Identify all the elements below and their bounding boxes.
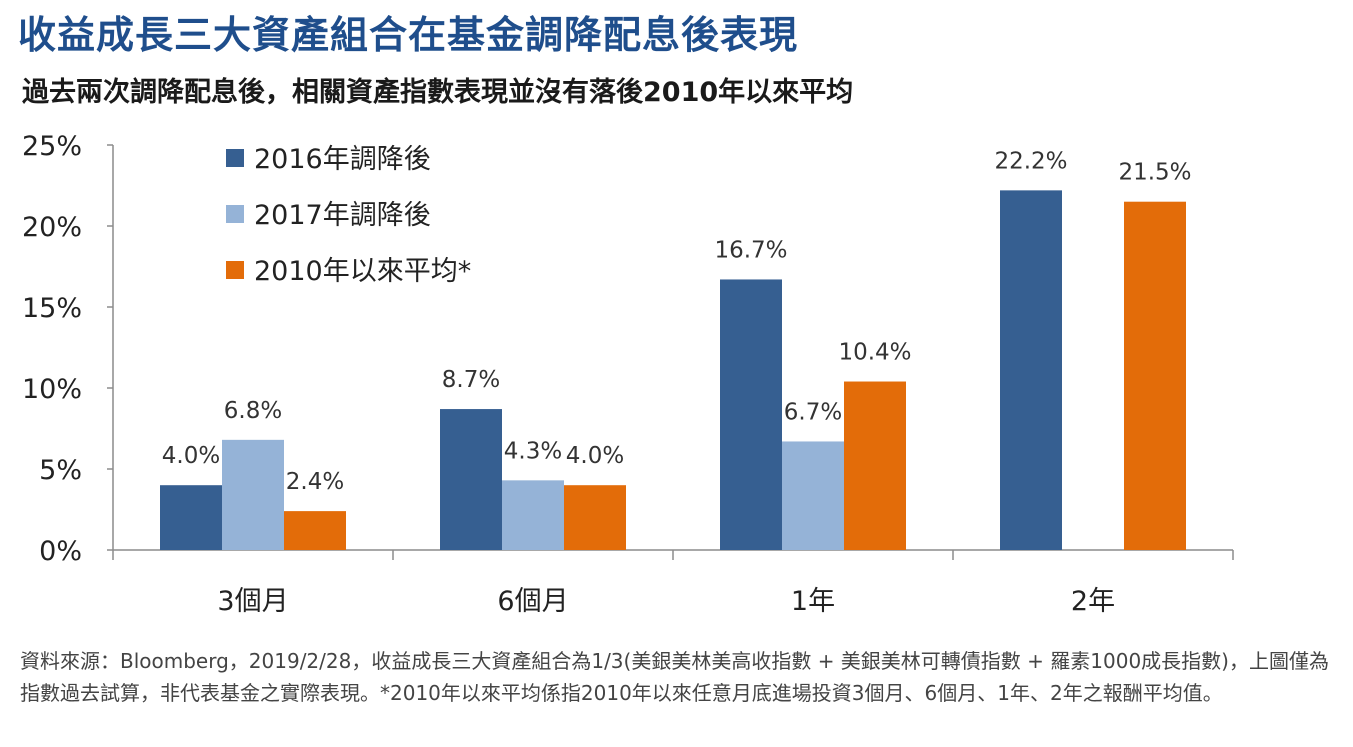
data-label: 22.2% (994, 148, 1067, 174)
legend-swatch (226, 205, 244, 223)
x-category-label: 2年 (1071, 586, 1115, 617)
bar (222, 439, 284, 550)
x-category-label: 3個月 (217, 586, 288, 617)
data-label: 16.7% (714, 237, 787, 263)
data-label: 8.7% (442, 367, 500, 393)
bar (160, 485, 222, 550)
legend-swatch (226, 149, 244, 167)
data-label: 4.3% (504, 438, 562, 464)
legend-swatch (226, 261, 244, 279)
legend-label: 2016年調降後 (254, 144, 431, 175)
y-tick-label: 0% (39, 536, 82, 567)
y-tick-label: 25% (22, 131, 82, 162)
bar (1124, 201, 1186, 550)
data-label: 4.0% (162, 443, 220, 469)
bar (284, 511, 346, 550)
bar (440, 409, 502, 550)
bar (1000, 190, 1062, 551)
data-label: 4.0% (566, 443, 624, 469)
bar (720, 279, 782, 550)
bar (844, 381, 906, 550)
page-subtitle: 過去兩次調降配息後，相關資產指數表現並沒有落後2010年以來平均 (22, 77, 854, 108)
data-label: 2.4% (286, 469, 344, 495)
legend-label: 2017年調降後 (254, 200, 431, 231)
source-footnote: 資料來源：Bloomberg，2019/2/28，收益成長三大資產組合為1/3(… (20, 649, 1329, 705)
legend-label: 2010年以來平均* (254, 256, 471, 287)
y-tick-label: 10% (22, 374, 82, 405)
y-tick-label: 5% (39, 455, 82, 486)
x-category-label: 6個月 (497, 586, 568, 617)
x-category-label: 1年 (791, 586, 835, 617)
data-label: 6.7% (784, 399, 842, 425)
bar (502, 480, 564, 550)
bar (782, 441, 844, 550)
page-title: 收益成長三大資產組合在基金調降配息後表現 (18, 13, 799, 57)
data-label: 10.4% (838, 340, 911, 366)
y-tick-label: 15% (22, 293, 82, 324)
y-tick-label: 20% (22, 212, 82, 243)
bar (564, 485, 626, 550)
data-label: 6.8% (224, 398, 282, 424)
data-label: 21.5% (1118, 160, 1191, 186)
bar-chart: 0%5%10%15%20%25%3個月4.0%6.8%2.4%6個月8.7%4.… (22, 131, 1234, 617)
